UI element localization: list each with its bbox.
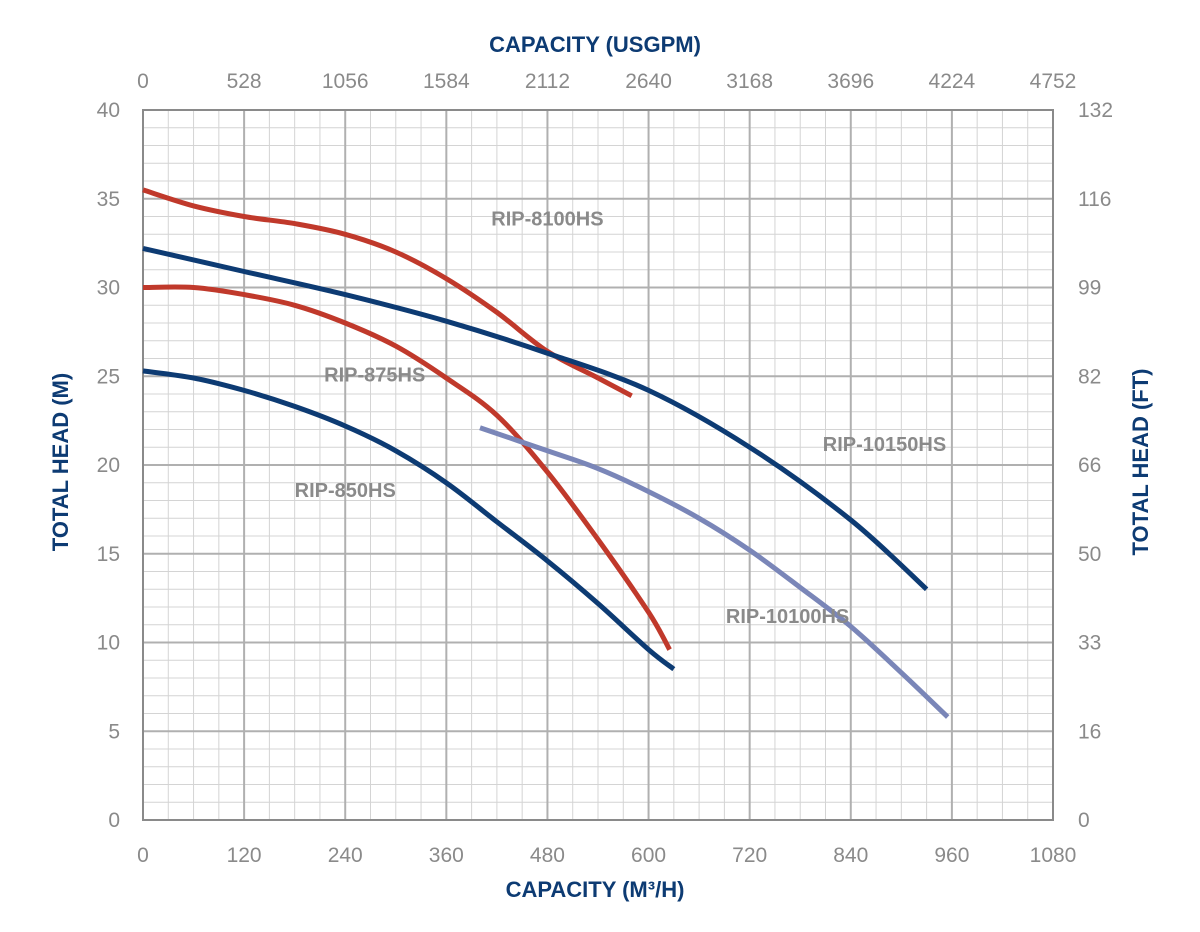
x-bottom-tick-label: 960 bbox=[934, 844, 969, 867]
y-axis-right-title: TOTAL HEAD (FT) bbox=[1128, 369, 1153, 556]
y-left-tick-label: 40 bbox=[97, 99, 120, 122]
x-top-tick-label: 2640 bbox=[625, 70, 672, 93]
y-left-tick-label: 30 bbox=[97, 277, 120, 300]
y-right-tick-label: 0 bbox=[1078, 809, 1090, 832]
series-line-rip-10150hs bbox=[142, 245, 929, 592]
y-right-tick-label: 50 bbox=[1078, 543, 1101, 566]
x-top-tick-label: 4224 bbox=[929, 70, 976, 93]
x-axis-top-title: CAPACITY (USGPM) bbox=[489, 32, 701, 57]
y-right-tick-label: 16 bbox=[1078, 720, 1101, 743]
y-right-tick-label: 66 bbox=[1078, 454, 1101, 477]
x-bottom-tick-label: 480 bbox=[530, 844, 565, 867]
series-line-rip-850hs bbox=[142, 368, 676, 672]
x-top-tick-label: 528 bbox=[227, 70, 262, 93]
plot-frame bbox=[142, 109, 1054, 821]
y-right-tick-label: 116 bbox=[1078, 188, 1111, 211]
series-layer bbox=[142, 187, 950, 719]
y-left-tick-label: 20 bbox=[97, 454, 120, 477]
x-top-tick-label: 3696 bbox=[827, 70, 874, 93]
x-top-tick-label: 4752 bbox=[1030, 70, 1077, 93]
x-bottom-tick-label: 0 bbox=[137, 844, 149, 867]
x-bottom-tick-label: 240 bbox=[328, 844, 363, 867]
y-left-tick-label: 0 bbox=[108, 809, 120, 832]
x-bottom-tick-label: 840 bbox=[833, 844, 868, 867]
x-top-tick-label: 1584 bbox=[423, 70, 470, 93]
series-label-rip-8100hs: RIP-8100HS bbox=[491, 208, 603, 230]
series-label-rip-875hs: RIP-875HS bbox=[324, 365, 425, 387]
y-right-tick-label: 82 bbox=[1078, 365, 1101, 388]
series-line-rip-875hs bbox=[142, 284, 672, 651]
y-right-tick-label: 132 bbox=[1078, 99, 1113, 122]
y-right-tick-label: 99 bbox=[1078, 277, 1101, 300]
x-bottom-tick-label: 360 bbox=[429, 844, 464, 867]
series-line-rip-10100hs bbox=[479, 425, 950, 719]
series-label-rip-10150hs: RIP-10150HS bbox=[823, 434, 946, 456]
x-bottom-tick-label: 1080 bbox=[1030, 844, 1077, 867]
x-top-tick-label: 1056 bbox=[322, 70, 369, 93]
y-left-tick-label: 15 bbox=[97, 543, 120, 566]
y-right-tick-label: 33 bbox=[1078, 632, 1101, 655]
x-top-tick-label: 3168 bbox=[726, 70, 773, 93]
y-axis-left-title: TOTAL HEAD (M) bbox=[48, 373, 73, 551]
y-left-tick-label: 35 bbox=[97, 188, 120, 211]
x-bottom-tick-label: 720 bbox=[732, 844, 767, 867]
series-labels: RIP-8100HS RIP-875HS RIP-850HS RIP-10150HS R… bbox=[295, 208, 947, 628]
x-top-tick-label: 2112 bbox=[525, 70, 570, 93]
y-left-tick-label: 10 bbox=[97, 632, 120, 655]
series-label-rip-850hs: RIP-850HS bbox=[295, 480, 396, 502]
y-left-tick-label: 5 bbox=[108, 720, 120, 743]
series-label-rip-10100hs: RIP-10100HS bbox=[726, 606, 849, 628]
x-bottom-tick-label: 120 bbox=[227, 844, 262, 867]
x-axis-bottom-title: CAPACITY (M³/H) bbox=[506, 877, 685, 902]
y-left-tick-label: 25 bbox=[97, 365, 120, 388]
x-bottom-tick-label: 600 bbox=[631, 844, 666, 867]
x-top-tick-label: 0 bbox=[137, 70, 149, 93]
tick-labels: 0012052824010563601584480211260026407203… bbox=[97, 70, 1113, 867]
